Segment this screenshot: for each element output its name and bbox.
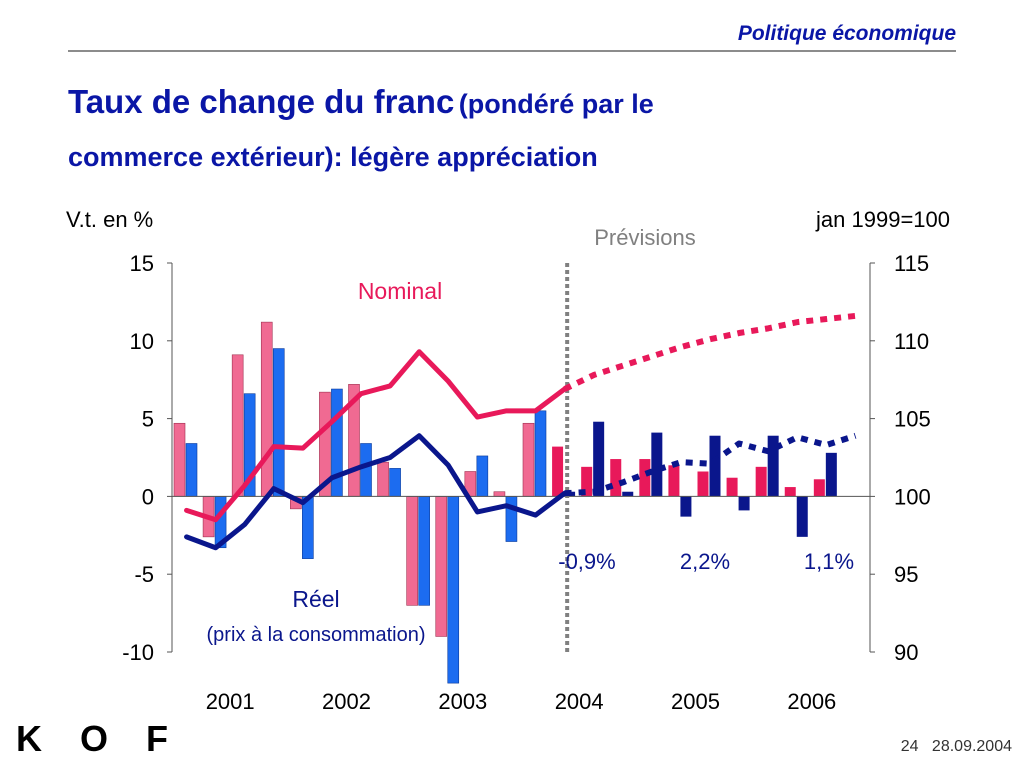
real-line-historical [184,433,568,551]
bar-real [680,496,692,517]
section-title: Politique économique [737,22,956,45]
real-series-label: Réel [292,586,339,612]
title-sub-line1: (pondéré par le [458,89,654,119]
x-tick-label: 2005 [671,689,720,714]
y-right-tick-label: 95 [894,562,918,587]
kof-logo: K O F [16,718,182,759]
bar-nominal [610,459,622,497]
bar-nominal [406,496,418,606]
bar-real [389,468,401,497]
footer-date: 28.09.2004 [931,738,1012,755]
x-tick-label: 2006 [787,689,836,714]
page-footer: 24 28.09.2004 [901,738,1012,756]
bar-real [825,452,837,497]
y-left-tick-label: 5 [142,407,154,432]
bar-real [505,496,518,542]
bar-real [272,348,285,497]
bar-nominal [639,459,651,497]
y-left-tick-label: -5 [134,562,154,587]
bar-nominal [726,477,738,497]
slide-title: Taux de change du franc (pondéré par le … [68,78,828,186]
bar-nominal [697,471,709,497]
y-left-tick-label: 0 [142,484,154,509]
x-tick-label: 2001 [206,689,255,714]
bar-nominal [231,354,244,497]
bar-real [418,496,430,606]
y-right-axis-label: jan 1999=100 [815,207,950,232]
bar-real [534,410,547,497]
nominal-line-historical [184,349,568,523]
annual-average-label: -0,9% [558,549,615,574]
y-left-axis-label: V.t. en % [66,207,153,232]
x-tick-label: 2003 [438,689,487,714]
bar-real [360,443,372,497]
bar-real [709,435,721,497]
y-right-tick-label: 110 [894,329,929,354]
bar-real [622,491,634,497]
bar-nominal [668,465,680,497]
bar-nominal [435,496,448,637]
y-right-tick-label: 115 [894,251,929,276]
forecast-label: Prévisions [594,225,695,250]
annual-average-label: 2,2% [680,549,730,574]
x-tick-label: 2002 [322,689,371,714]
bar-nominal [755,466,767,497]
real-line-forecast [564,432,857,497]
y-left-tick-label: -10 [122,640,154,665]
bar-real [476,455,489,497]
title-main: Taux de change du franc [68,83,455,120]
page-number: 24 [900,738,919,755]
y-right-tick-label: 100 [894,484,931,509]
nominal-series-label: Nominal [358,278,442,304]
annual-average-label: 1,1% [804,549,854,574]
y-right-tick-label: 105 [894,407,931,432]
bar-nominal [260,321,273,497]
y-left-tick-label: 15 [130,251,154,276]
bar-nominal [493,491,506,497]
bar-nominal [173,422,186,497]
bar-real [593,421,605,497]
x-tick-label: 2004 [555,689,604,714]
bar-real [738,496,750,511]
bar-real [302,496,314,559]
bar-real [185,443,198,497]
bar-nominal [784,487,796,497]
bar-real [331,388,343,497]
bar-nominal [552,446,564,497]
bar-real [767,435,779,497]
title-sub-line2: commerce extérieur): légère appréciation [68,142,598,172]
y-right-tick-label: 90 [894,640,918,665]
bar-nominal [377,461,389,497]
bar-real [651,432,663,497]
bar-nominal [813,479,825,497]
bar-nominal [581,466,593,497]
bar-nominal [522,422,535,497]
bar-real [796,496,808,537]
nominal-line-forecast [563,312,856,392]
header-divider [68,50,956,52]
bar-real [447,496,460,684]
real-series-sublabel: (prix à la consommation) [207,624,426,646]
y-left-tick-label: 10 [130,329,154,354]
